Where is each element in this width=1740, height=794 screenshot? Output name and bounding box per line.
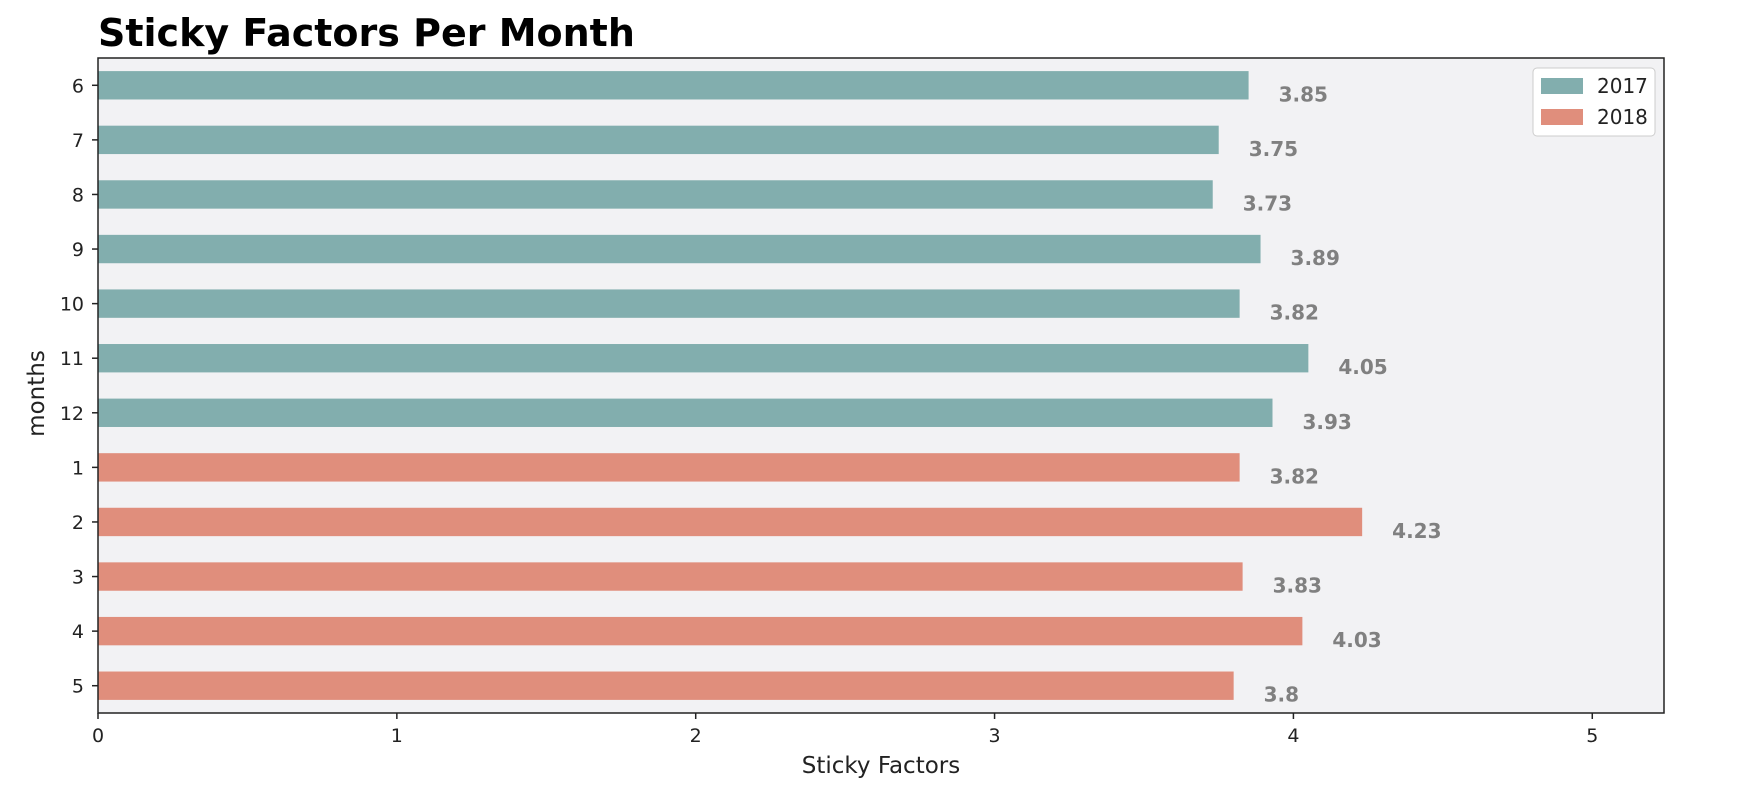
- data-labels-group: 3.853.753.733.893.824.053.933.824.233.83…: [1243, 82, 1442, 706]
- y-tick-label-9: 9: [72, 239, 84, 261]
- y-tick-label-2: 2: [72, 512, 84, 534]
- x-axis-label: Sticky Factors: [802, 753, 960, 779]
- legend-label-2018: 2018: [1597, 105, 1648, 129]
- y-tick-label-11: 11: [60, 348, 84, 370]
- legend: 2017 2018: [1532, 67, 1656, 137]
- data-label-month-3: 3.83: [1273, 574, 1322, 598]
- bar-month-2: [98, 507, 1363, 537]
- data-label-month-10: 3.82: [1270, 301, 1319, 325]
- legend-label-2017: 2017: [1597, 74, 1648, 98]
- bar-month-1: [98, 453, 1240, 482]
- bar-month-6: [98, 71, 1249, 100]
- x-tick-label-0: 0: [92, 725, 104, 747]
- bars-group: [98, 71, 1363, 700]
- y-tick-label-6: 6: [72, 75, 84, 97]
- y-tick-label-1: 1: [72, 457, 84, 479]
- y-tick-label-10: 10: [60, 294, 84, 316]
- bar-month-9: [98, 234, 1261, 264]
- plot-area: [98, 58, 1664, 713]
- x-tick-label-4: 4: [1287, 725, 1299, 747]
- data-label-month-9: 3.89: [1291, 246, 1340, 270]
- x-axis-ticks: 0 1 2 3 4 5: [92, 713, 1598, 747]
- x-tick-label-5: 5: [1586, 725, 1598, 747]
- data-label-month-1: 3.82: [1270, 464, 1319, 488]
- plot-frame: [97, 57, 1665, 714]
- data-label-month-4: 4.03: [1332, 628, 1381, 652]
- y-tick-label-12: 12: [60, 403, 84, 425]
- bar-month-11: [98, 344, 1309, 373]
- x-tick-label-1: 1: [391, 725, 403, 747]
- data-label-month-2: 4.23: [1392, 519, 1441, 543]
- legend-swatch-2017: [1541, 78, 1583, 94]
- bar-month-4: [98, 616, 1303, 646]
- data-label-month-12: 3.93: [1303, 410, 1352, 434]
- bar-month-5: [98, 671, 1234, 700]
- bar-month-8: [98, 180, 1213, 209]
- chart-title: Sticky Factors Per Month: [98, 11, 635, 55]
- y-tick-label-5: 5: [72, 676, 84, 698]
- y-tick-label-7: 7: [72, 130, 84, 152]
- bar-month-12: [98, 398, 1273, 427]
- bar-month-7: [98, 125, 1219, 155]
- y-axis-label: months: [24, 350, 50, 437]
- bar-month-10: [98, 289, 1240, 318]
- legend-swatch-2018: [1541, 109, 1583, 125]
- data-label-month-11: 4.05: [1338, 355, 1387, 379]
- data-label-month-8: 3.73: [1243, 191, 1292, 215]
- data-label-month-6: 3.85: [1279, 82, 1328, 106]
- y-tick-label-3: 3: [72, 567, 84, 589]
- x-tick-label-2: 2: [690, 725, 702, 747]
- y-tick-label-8: 8: [72, 184, 84, 206]
- y-tick-label-4: 4: [72, 621, 84, 643]
- data-label-month-7: 3.75: [1249, 137, 1298, 161]
- x-tick-label-3: 3: [989, 725, 1001, 747]
- bar-month-3: [98, 562, 1243, 591]
- data-label-month-5: 3.8: [1264, 683, 1299, 707]
